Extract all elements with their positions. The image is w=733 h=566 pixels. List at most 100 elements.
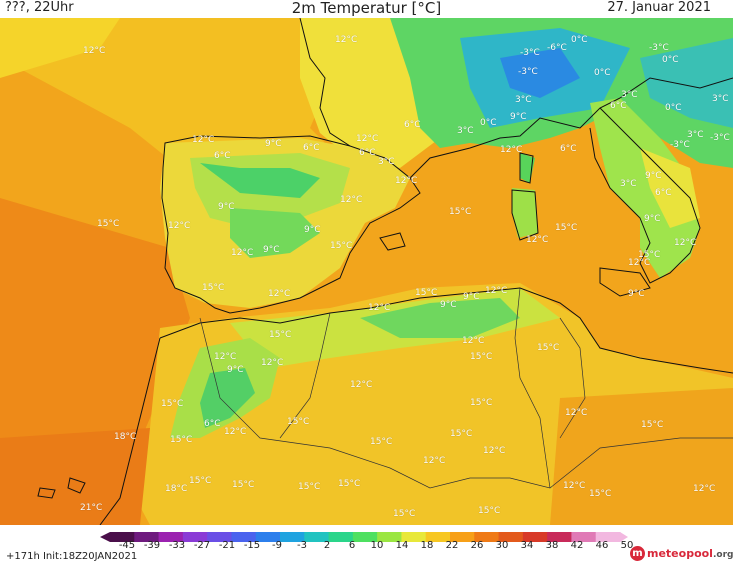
colorbar-tick-label: 26 [470, 540, 484, 551]
temperature-label: 12°C [224, 427, 247, 437]
colorbar-swatch [255, 532, 281, 542]
temperature-label: 12°C [268, 289, 291, 299]
colorbar-tick-label: 42 [570, 540, 584, 551]
meteopool-logo[interactable]: m meteopool.org [630, 546, 733, 561]
temperature-label: 15°C [641, 420, 664, 430]
tell-atlas-green [360, 298, 520, 338]
colorbar-tick-label: 30 [495, 540, 509, 551]
temperature-label: 18°C [165, 484, 188, 494]
temperature-label: 15°C [449, 207, 472, 217]
temperature-label: 9°C [463, 292, 480, 302]
temperature-label: -3°C [649, 43, 669, 53]
colorbar-swatch [474, 532, 500, 542]
colorbar-swatch [425, 532, 451, 542]
temperature-label: 9°C [218, 202, 235, 212]
temperature-label: 3°C [457, 126, 474, 136]
temperature-label: 15°C [393, 509, 416, 519]
temperature-label: 12°C [231, 248, 254, 258]
temperature-label: 15°C [269, 330, 292, 340]
run-time-label: ???, 22Uhr [5, 0, 74, 15]
colorbar-tick-label: 50 [620, 540, 634, 551]
temperature-label: -3°C [670, 140, 690, 150]
temperature-label: 15°C [298, 482, 321, 492]
temperature-label: 3°C [515, 95, 532, 105]
biscay-area [0, 18, 340, 168]
colorbar-swatch [498, 532, 524, 542]
colorbar-swatch [110, 532, 135, 542]
colorbar-tick-label: -39 [143, 540, 161, 551]
colorbar-tick-label: 38 [545, 540, 559, 551]
temperature-label: 12°C [674, 238, 697, 248]
colorbar-max-arrow [620, 532, 628, 542]
italy-area [590, 98, 700, 278]
colorbar-tick-label: -33 [168, 540, 186, 551]
coastlines [37, 18, 733, 525]
temperature-label: 12°C [693, 484, 716, 494]
temperature-label: 6°C [359, 148, 376, 158]
atlas-cold-core [200, 368, 255, 428]
temperature-label: 9°C [265, 139, 282, 149]
libya-warm-area [550, 388, 733, 525]
temperature-label: 15°C [537, 343, 560, 353]
temperature-label: 0°C [480, 118, 497, 128]
temperature-label: 12°C [192, 135, 215, 145]
temperature-label: 6°C [610, 101, 627, 111]
colorbar-ticks: -45 -39 -33 -27 -21 -15 -9 -3 2 6 10 14 18 22 26 30 34 38… [115, 540, 635, 552]
temperature-label: 12°C [335, 35, 358, 45]
temperature-label: 15°C [370, 437, 393, 447]
colorbar-tick-label: -21 [218, 540, 236, 551]
temperature-label: -3°C [520, 48, 540, 58]
colorbar-tick-label: -45 [118, 540, 136, 551]
temperature-label: 12°C [485, 286, 508, 296]
colorbar-min-arrow [100, 532, 110, 542]
legend-area: -45 -39 -33 -27 -21 -15 -9 -3 2 6 10 14 18 22 26 30 34 38… [0, 525, 733, 566]
temperature-label: 12°C [168, 221, 191, 231]
temperature-label: 15°C [97, 219, 120, 229]
temperature-label: 12°C [83, 46, 106, 56]
temperature-label: -3°C [710, 133, 730, 143]
valid-date: 27. Januar 2021 [607, 0, 711, 15]
temperature-label: 15°C [170, 435, 193, 445]
temperature-label: 15°C [287, 417, 310, 427]
sardinia-area [512, 188, 538, 238]
colorbar-tick-label: 34 [520, 540, 534, 551]
alps-cold-core [500, 48, 580, 98]
temperature-label: 15°C [478, 506, 501, 516]
temperature-label: 12°C [368, 303, 391, 313]
colorbar-tick-label: 18 [420, 540, 434, 551]
temperature-label: 0°C [662, 55, 679, 65]
temperature-label: 9°C [227, 365, 244, 375]
colorbar-tick-label: -15 [243, 540, 261, 551]
temperature-label: 15°C [338, 479, 361, 489]
map-title: 2m Temperatur [°C] [291, 0, 442, 17]
colorbar-swatch [231, 532, 257, 542]
temperature-label: 3°C [378, 157, 395, 167]
colorbar-tick-label: 22 [445, 540, 459, 551]
colorbar-tick-label: 2 [323, 540, 331, 551]
colorbar-swatch [522, 532, 548, 542]
temperature-label: 0°C [571, 35, 588, 45]
colorbar-tick-label: 14 [395, 540, 409, 551]
colorbar-swatch [207, 532, 232, 542]
colorbar-swatch [401, 532, 427, 542]
temperature-label: 12°C [261, 358, 284, 368]
temperature-label: 9°C [644, 214, 661, 224]
north-atlantic-yellow [0, 18, 120, 78]
temperature-label: 3°C [620, 179, 637, 189]
colorbar-swatch [595, 532, 621, 542]
temperature-label: 12°C [350, 380, 373, 390]
colorbar-swatch [571, 532, 597, 542]
temperature-label: 9°C [304, 225, 321, 235]
temperature-label: 15°C [232, 480, 255, 490]
temperature-label: 12°C [483, 446, 506, 456]
colorbar-swatch [352, 532, 378, 542]
colorbar-swatch [280, 532, 305, 542]
temperature-label: 15°C [638, 250, 661, 260]
temperature-label: 12°C [462, 336, 485, 346]
temperature-label: 15°C [330, 241, 353, 251]
temperature-label: 9°C [440, 300, 457, 310]
temperature-label: 0°C [594, 68, 611, 78]
temperature-label: 3°C [712, 94, 729, 104]
temperature-label: 15°C [589, 489, 612, 499]
temperature-label: 9°C [645, 171, 662, 181]
